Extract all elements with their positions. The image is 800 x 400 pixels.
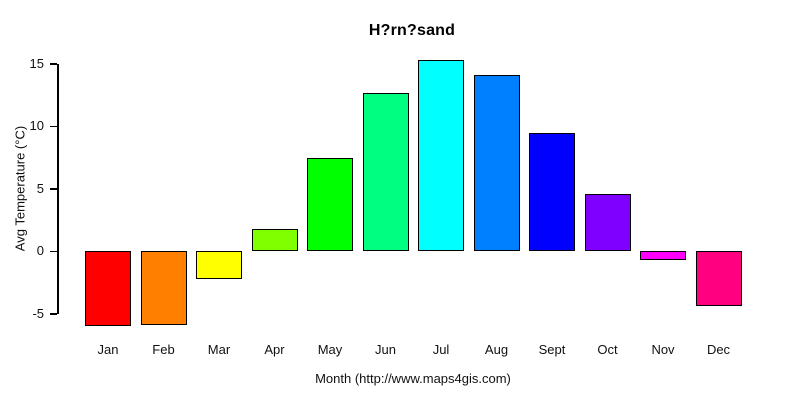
bar-feb [140, 251, 187, 325]
y-tick-mark [50, 125, 57, 127]
x-tick-label-jun: Jun [375, 342, 396, 357]
bar-oct [584, 193, 631, 252]
x-tick-label-nov: Nov [651, 342, 675, 357]
x-tick-label-apr: Apr [264, 342, 285, 357]
y-tick-mark [50, 250, 57, 252]
x-tick-label-mar: Mar [207, 342, 231, 357]
y-tick-label: 10 [29, 118, 44, 134]
x-tick-label-feb: Feb [152, 342, 175, 357]
bar-mar [196, 251, 242, 279]
x-tick-label-may: May [317, 342, 343, 357]
y-tick-label: 0 [36, 243, 44, 259]
y-tick-mark [50, 313, 57, 315]
bar-aug [473, 75, 520, 252]
y-tick-label: 15 [29, 55, 44, 71]
x-axis-label: Month (http://www.maps4gis.com) [315, 371, 511, 386]
y-tick-mark [50, 188, 57, 190]
y-axis-line [57, 63, 59, 314]
x-tick-label-jul: Jul [432, 342, 450, 357]
bar-nov [640, 251, 686, 260]
bar-may [307, 157, 353, 252]
bar-jun [362, 92, 409, 252]
bar-jul [418, 60, 464, 252]
y-tick-mark [50, 63, 57, 65]
bar-sept [529, 132, 575, 252]
x-tick-label-oct: Oct [597, 342, 618, 357]
bar-jan [85, 251, 131, 327]
bar-dec [695, 251, 742, 307]
chart-title: H?rn?sand [368, 22, 456, 39]
x-tick-label-sept: Sept [538, 342, 566, 357]
y-tick-label: -5 [32, 305, 44, 321]
y-tick-label: 5 [36, 180, 44, 196]
bar-apr [251, 228, 298, 252]
x-tick-label-aug: Aug [484, 342, 509, 357]
x-tick-label-dec: Dec [706, 342, 731, 357]
x-tick-label-jan: Jan [97, 342, 119, 357]
